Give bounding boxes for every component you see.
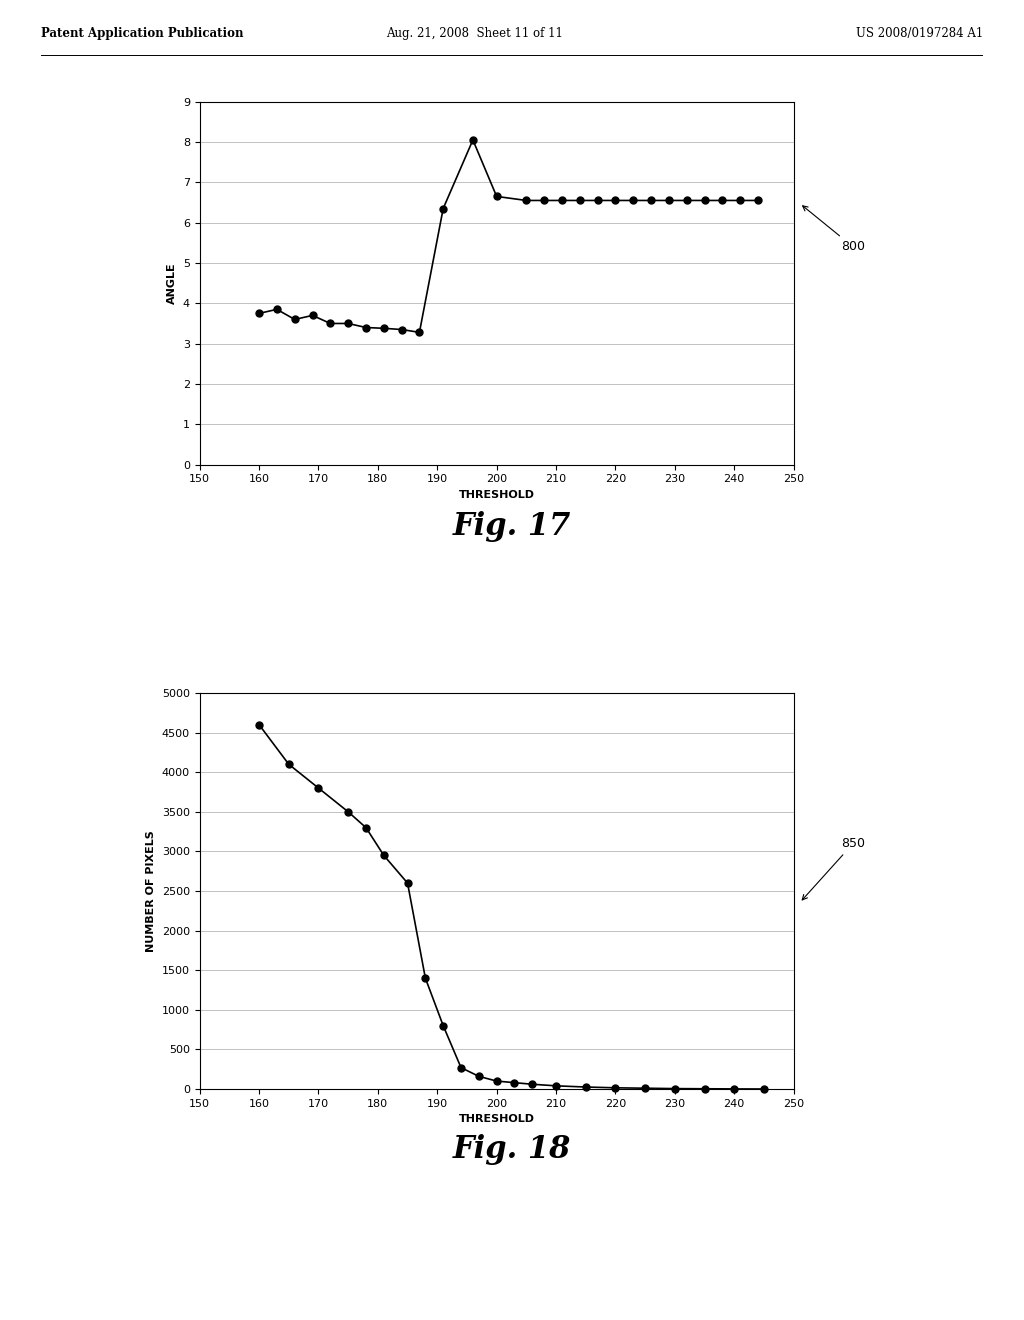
Y-axis label: ANGLE: ANGLE — [167, 263, 177, 304]
Text: 850: 850 — [802, 837, 865, 900]
Text: Fig. 17: Fig. 17 — [453, 511, 571, 541]
Text: 800: 800 — [803, 206, 865, 253]
Text: US 2008/0197284 A1: US 2008/0197284 A1 — [856, 28, 983, 40]
Text: Patent Application Publication: Patent Application Publication — [41, 28, 244, 40]
Text: Aug. 21, 2008  Sheet 11 of 11: Aug. 21, 2008 Sheet 11 of 11 — [386, 28, 563, 40]
X-axis label: THRESHOLD: THRESHOLD — [459, 1114, 535, 1125]
Y-axis label: NUMBER OF PIXELS: NUMBER OF PIXELS — [146, 830, 157, 952]
X-axis label: THRESHOLD: THRESHOLD — [459, 490, 535, 500]
Text: Fig. 18: Fig. 18 — [453, 1134, 571, 1166]
